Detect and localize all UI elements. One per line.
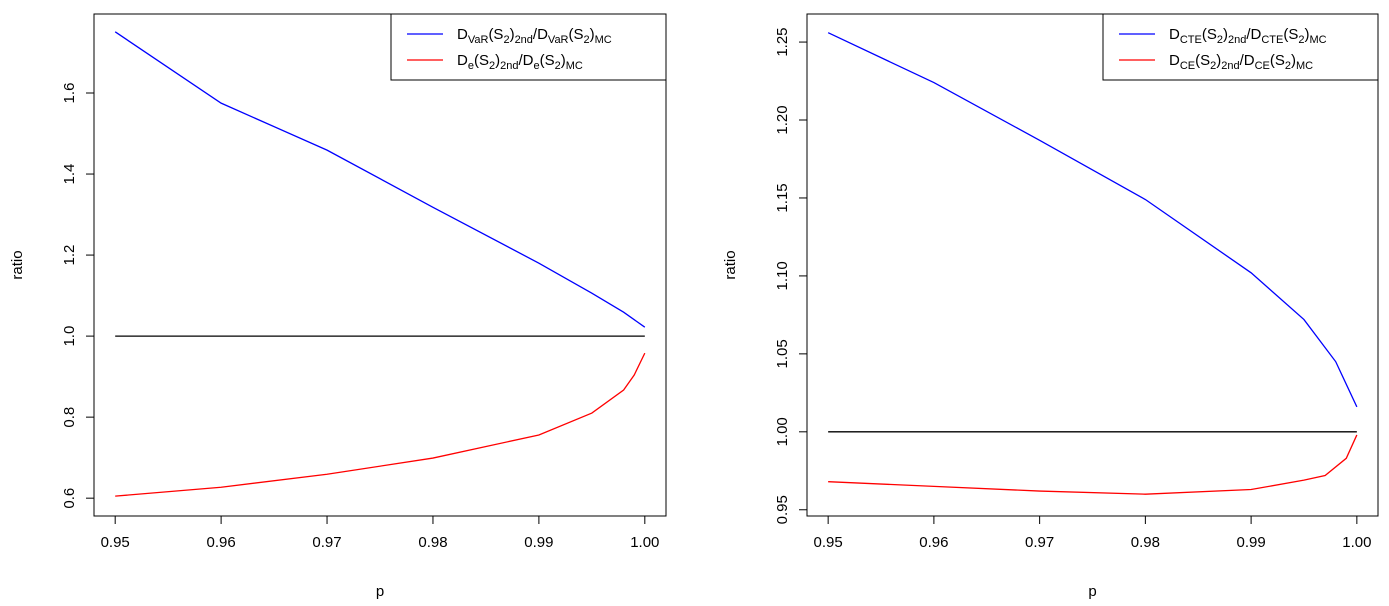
legend-box <box>390 13 667 81</box>
x-tick-label: 0.98 <box>1131 534 1160 551</box>
legend-text: /D <box>533 26 548 43</box>
legend-subscript: e <box>533 60 539 72</box>
legend-box <box>1102 13 1379 81</box>
legend-subscript: MC <box>566 60 583 72</box>
series-line <box>827 32 1358 408</box>
y-tick-label: 1.4 <box>61 164 78 185</box>
legend-label: DVaR(S2)2nd/DVaR(S2)MC <box>457 26 612 46</box>
legend-subscript: MC <box>1296 60 1313 72</box>
y-tick-label: 0.8 <box>61 407 78 428</box>
legend-text: (S <box>474 52 489 69</box>
plot-frame <box>93 13 667 517</box>
x-tick-label: 0.97 <box>1025 534 1054 551</box>
legend-subscript: 2nd <box>515 34 533 46</box>
y-tick-label: 1.10 <box>774 261 791 290</box>
legend-subscript: 2 <box>1210 60 1216 72</box>
series-line <box>114 31 646 328</box>
legend-subscript: VaR <box>548 34 569 46</box>
legend-text: ) <box>1304 26 1309 43</box>
x-tick-label: 0.95 <box>101 534 130 551</box>
legend-text: ) <box>510 26 515 43</box>
legend-subscript: 2nd <box>500 60 518 72</box>
x-tick-label: 1.00 <box>630 534 659 551</box>
legend-subscript: VaR <box>468 34 489 46</box>
legend-subscript: 2nd <box>1221 60 1239 72</box>
legend-text: ) <box>1216 52 1221 69</box>
legend-text: /D <box>518 52 533 69</box>
legend-subscript: CTE <box>1180 34 1202 46</box>
legend-text: (S <box>1283 26 1298 43</box>
legend-subscript: e <box>468 60 474 72</box>
legend-subscript: 2 <box>489 60 495 72</box>
legend-subscript: CE <box>1180 60 1195 72</box>
legend-text: (S <box>569 26 584 43</box>
legend-subscript: 2nd <box>1228 34 1246 46</box>
y-axis-label: ratio <box>722 250 739 279</box>
legend-label: DCE(S2)2nd/DCE(S2)MC <box>1169 52 1313 72</box>
plot-frame <box>806 13 1379 517</box>
x-axis-label: p <box>1088 583 1096 600</box>
legend-subscript: CTE <box>1261 34 1283 46</box>
legend-text: D <box>457 52 468 69</box>
x-tick-label: 1.00 <box>1342 534 1371 551</box>
y-tick-label: 1.00 <box>774 417 791 446</box>
legend-text: (S <box>1202 26 1217 43</box>
legend-text: /D <box>1246 26 1261 43</box>
x-tick-label: 0.95 <box>814 534 843 551</box>
legend-text: D <box>1169 52 1180 69</box>
y-tick-label: 1.20 <box>774 105 791 134</box>
legend-text: ) <box>495 52 500 69</box>
legend-subscript: 2 <box>1298 34 1304 46</box>
y-tick-label: 0.6 <box>61 488 78 509</box>
legend-subscript: 2 <box>1217 34 1223 46</box>
y-tick-label: 1.0 <box>61 326 78 347</box>
legend-subscript: MC <box>1309 34 1326 46</box>
y-tick-label: 1.15 <box>774 183 791 212</box>
legend-text: (S <box>1195 52 1210 69</box>
legend-text: (S <box>488 26 503 43</box>
x-tick-label: 0.99 <box>524 534 553 551</box>
legend-text: ) <box>561 52 566 69</box>
y-tick-label: 1.05 <box>774 339 791 368</box>
y-tick-label: 0.95 <box>774 495 791 524</box>
legend-subscript: 2 <box>555 60 561 72</box>
legend-text: (S <box>1270 52 1285 69</box>
series-line <box>828 434 1358 495</box>
legend-label: De(S2)2nd/De(S2)MC <box>457 52 583 72</box>
legend-subscript: MC <box>595 34 612 46</box>
legend-text: ) <box>1291 52 1296 69</box>
legend-subscript: 2 <box>584 34 590 46</box>
legend-subscript: 2 <box>503 34 509 46</box>
x-tick-label: 0.99 <box>1237 534 1266 551</box>
legend-subscript: CE <box>1255 60 1270 72</box>
legend-text: D <box>1169 26 1180 43</box>
legend-label: DCTE(S2)2nd/DCTE(S2)MC <box>1169 26 1327 46</box>
legend-text: D <box>457 26 468 43</box>
y-tick-label: 1.25 <box>774 27 791 56</box>
legend-subscript: 2 <box>1285 60 1291 72</box>
x-tick-label: 0.96 <box>207 534 236 551</box>
y-tick-label: 1.6 <box>61 83 78 104</box>
y-axis-label: ratio <box>9 250 26 279</box>
y-tick-label: 1.2 <box>61 245 78 266</box>
x-tick-label: 0.96 <box>919 534 948 551</box>
x-tick-label: 0.98 <box>418 534 447 551</box>
series-line <box>115 352 646 497</box>
legend-text: ) <box>1223 26 1228 43</box>
x-tick-label: 0.97 <box>312 534 341 551</box>
x-axis-label: p <box>376 583 384 600</box>
legend-text: ) <box>590 26 595 43</box>
legend-text: (S <box>540 52 555 69</box>
legend-text: /D <box>1240 52 1255 69</box>
